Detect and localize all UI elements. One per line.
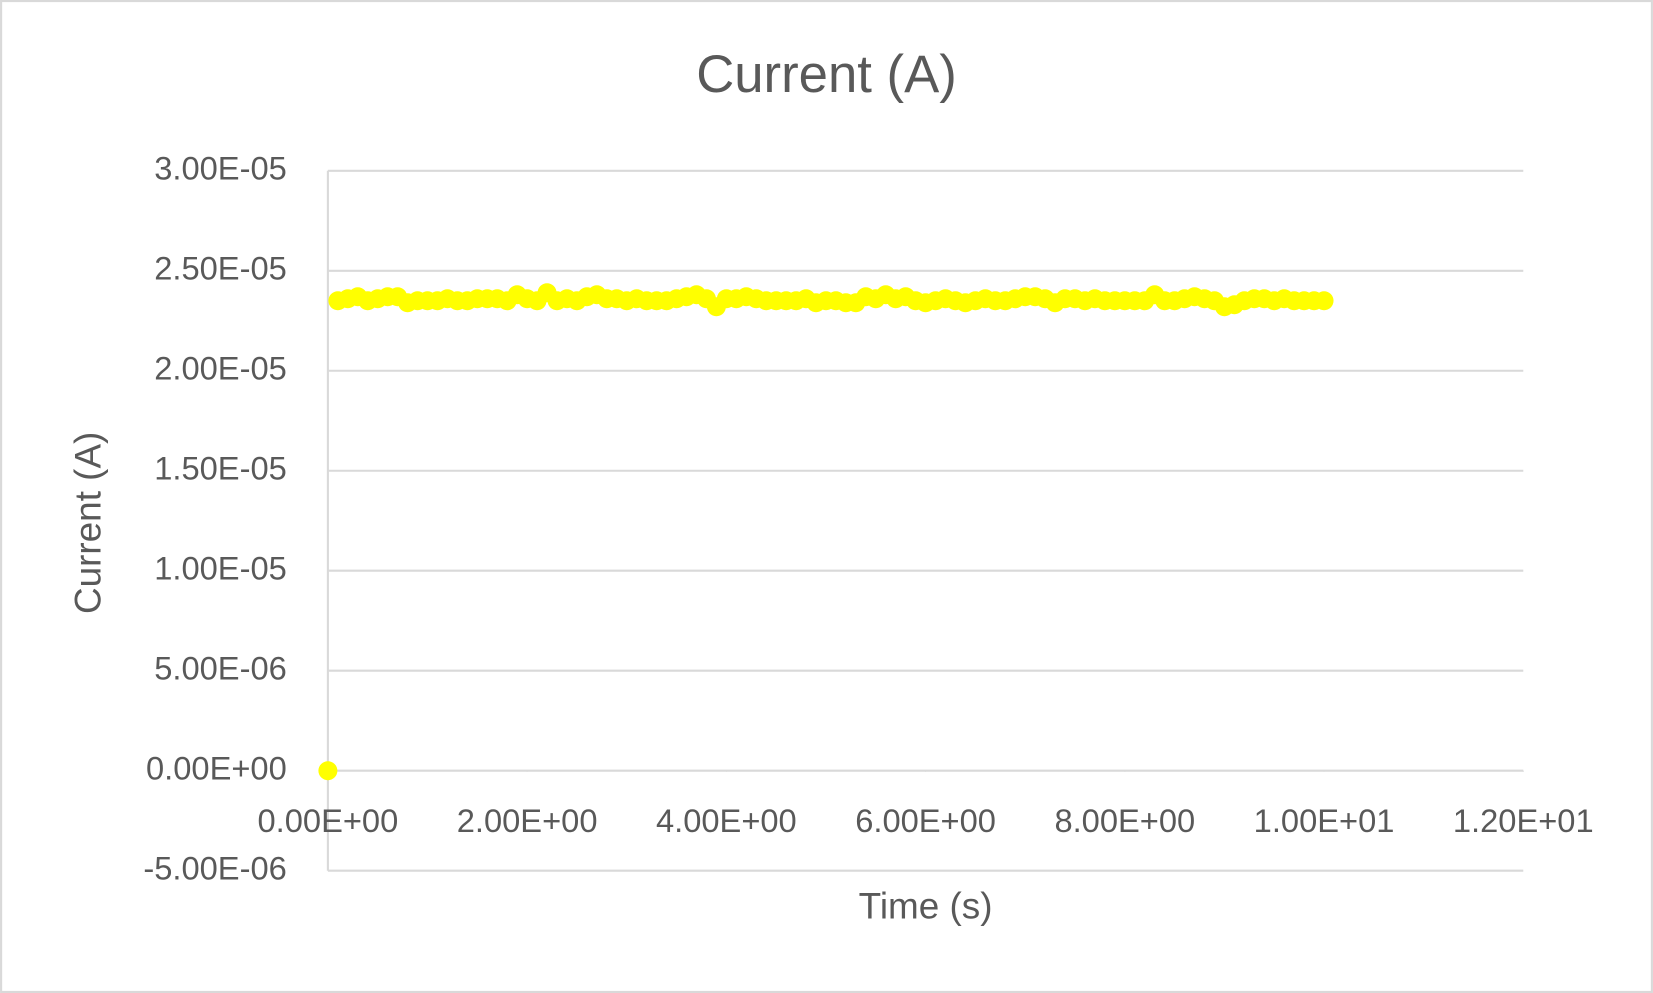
x-axis-label: Time (s) [859,885,993,926]
x-tick-label: 4.00E+00 [656,802,797,839]
data-point [318,761,338,781]
x-tick-label: 8.00E+00 [1054,802,1195,839]
y-tick-label: -5.00E-06 [143,849,286,886]
y-tick-label: 1.00E-05 [154,549,287,586]
y-tick-label: 2.50E-05 [154,249,287,286]
y-tick-label: 0.00E+00 [146,749,287,786]
x-tick-label: 1.00E+01 [1254,802,1395,839]
chart-title: Current (A) [696,45,957,104]
y-tick-label: 1.50E-05 [154,449,287,486]
x-tick-label: 0.00E+00 [258,802,399,839]
y-tick-label: 3.00E-05 [154,149,287,186]
y-axis-label: Current (A) [67,432,108,614]
x-tick-label: 2.00E+00 [457,802,598,839]
x-tick-label: 6.00E+00 [855,802,996,839]
y-tick-label: 2.00E-05 [154,349,287,386]
x-tick-label: 1.20E+01 [1453,802,1594,839]
y-tick-label: 5.00E-06 [154,649,287,686]
data-point [1314,291,1334,311]
